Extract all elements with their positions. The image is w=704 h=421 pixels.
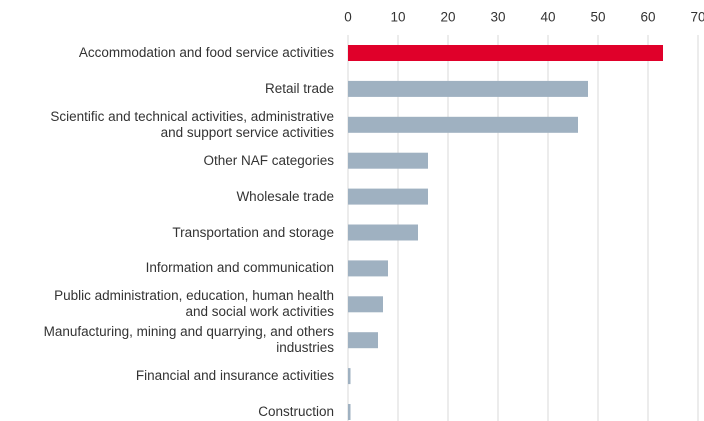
y-tick-label: Transportation and storage — [172, 224, 334, 240]
bar — [348, 80, 588, 97]
x-tick-label: 50 — [590, 10, 605, 25]
bar — [348, 45, 663, 61]
x-tick-label: 40 — [540, 10, 555, 25]
y-tick-label: Other NAF categories — [203, 152, 334, 168]
y-tick-label: Accommodation and food service activitie… — [78, 45, 334, 60]
bar — [348, 296, 383, 313]
y-tick-label: Manufacturing, mining and quarrying, and… — [43, 324, 334, 356]
x-tick-label: 70 — [690, 10, 704, 25]
y-tick-label: Scientific and technical activities, adm… — [50, 108, 334, 140]
y-tick-label: Information and communication — [145, 260, 334, 276]
x-tick-label: 10 — [390, 10, 405, 25]
bar — [348, 224, 418, 241]
bar — [348, 260, 388, 277]
x-tick-label: 0 — [344, 10, 352, 25]
y-tick-label: Financial and insurance activities — [135, 368, 334, 384]
y-tick-label: Public administration, education, human … — [54, 288, 334, 320]
bar — [348, 116, 578, 133]
bar — [348, 404, 351, 420]
bar — [348, 332, 378, 349]
x-tick-label: 60 — [640, 10, 655, 25]
bar — [348, 152, 428, 169]
x-tick-label: 30 — [490, 10, 505, 25]
x-tick-label: 20 — [440, 10, 455, 25]
bar — [348, 188, 428, 205]
y-tick-label: Construction — [258, 404, 334, 419]
y-tick-label: Retail trade — [264, 80, 334, 96]
bar — [348, 368, 351, 385]
y-tick-label: Wholesale trade — [236, 188, 334, 204]
